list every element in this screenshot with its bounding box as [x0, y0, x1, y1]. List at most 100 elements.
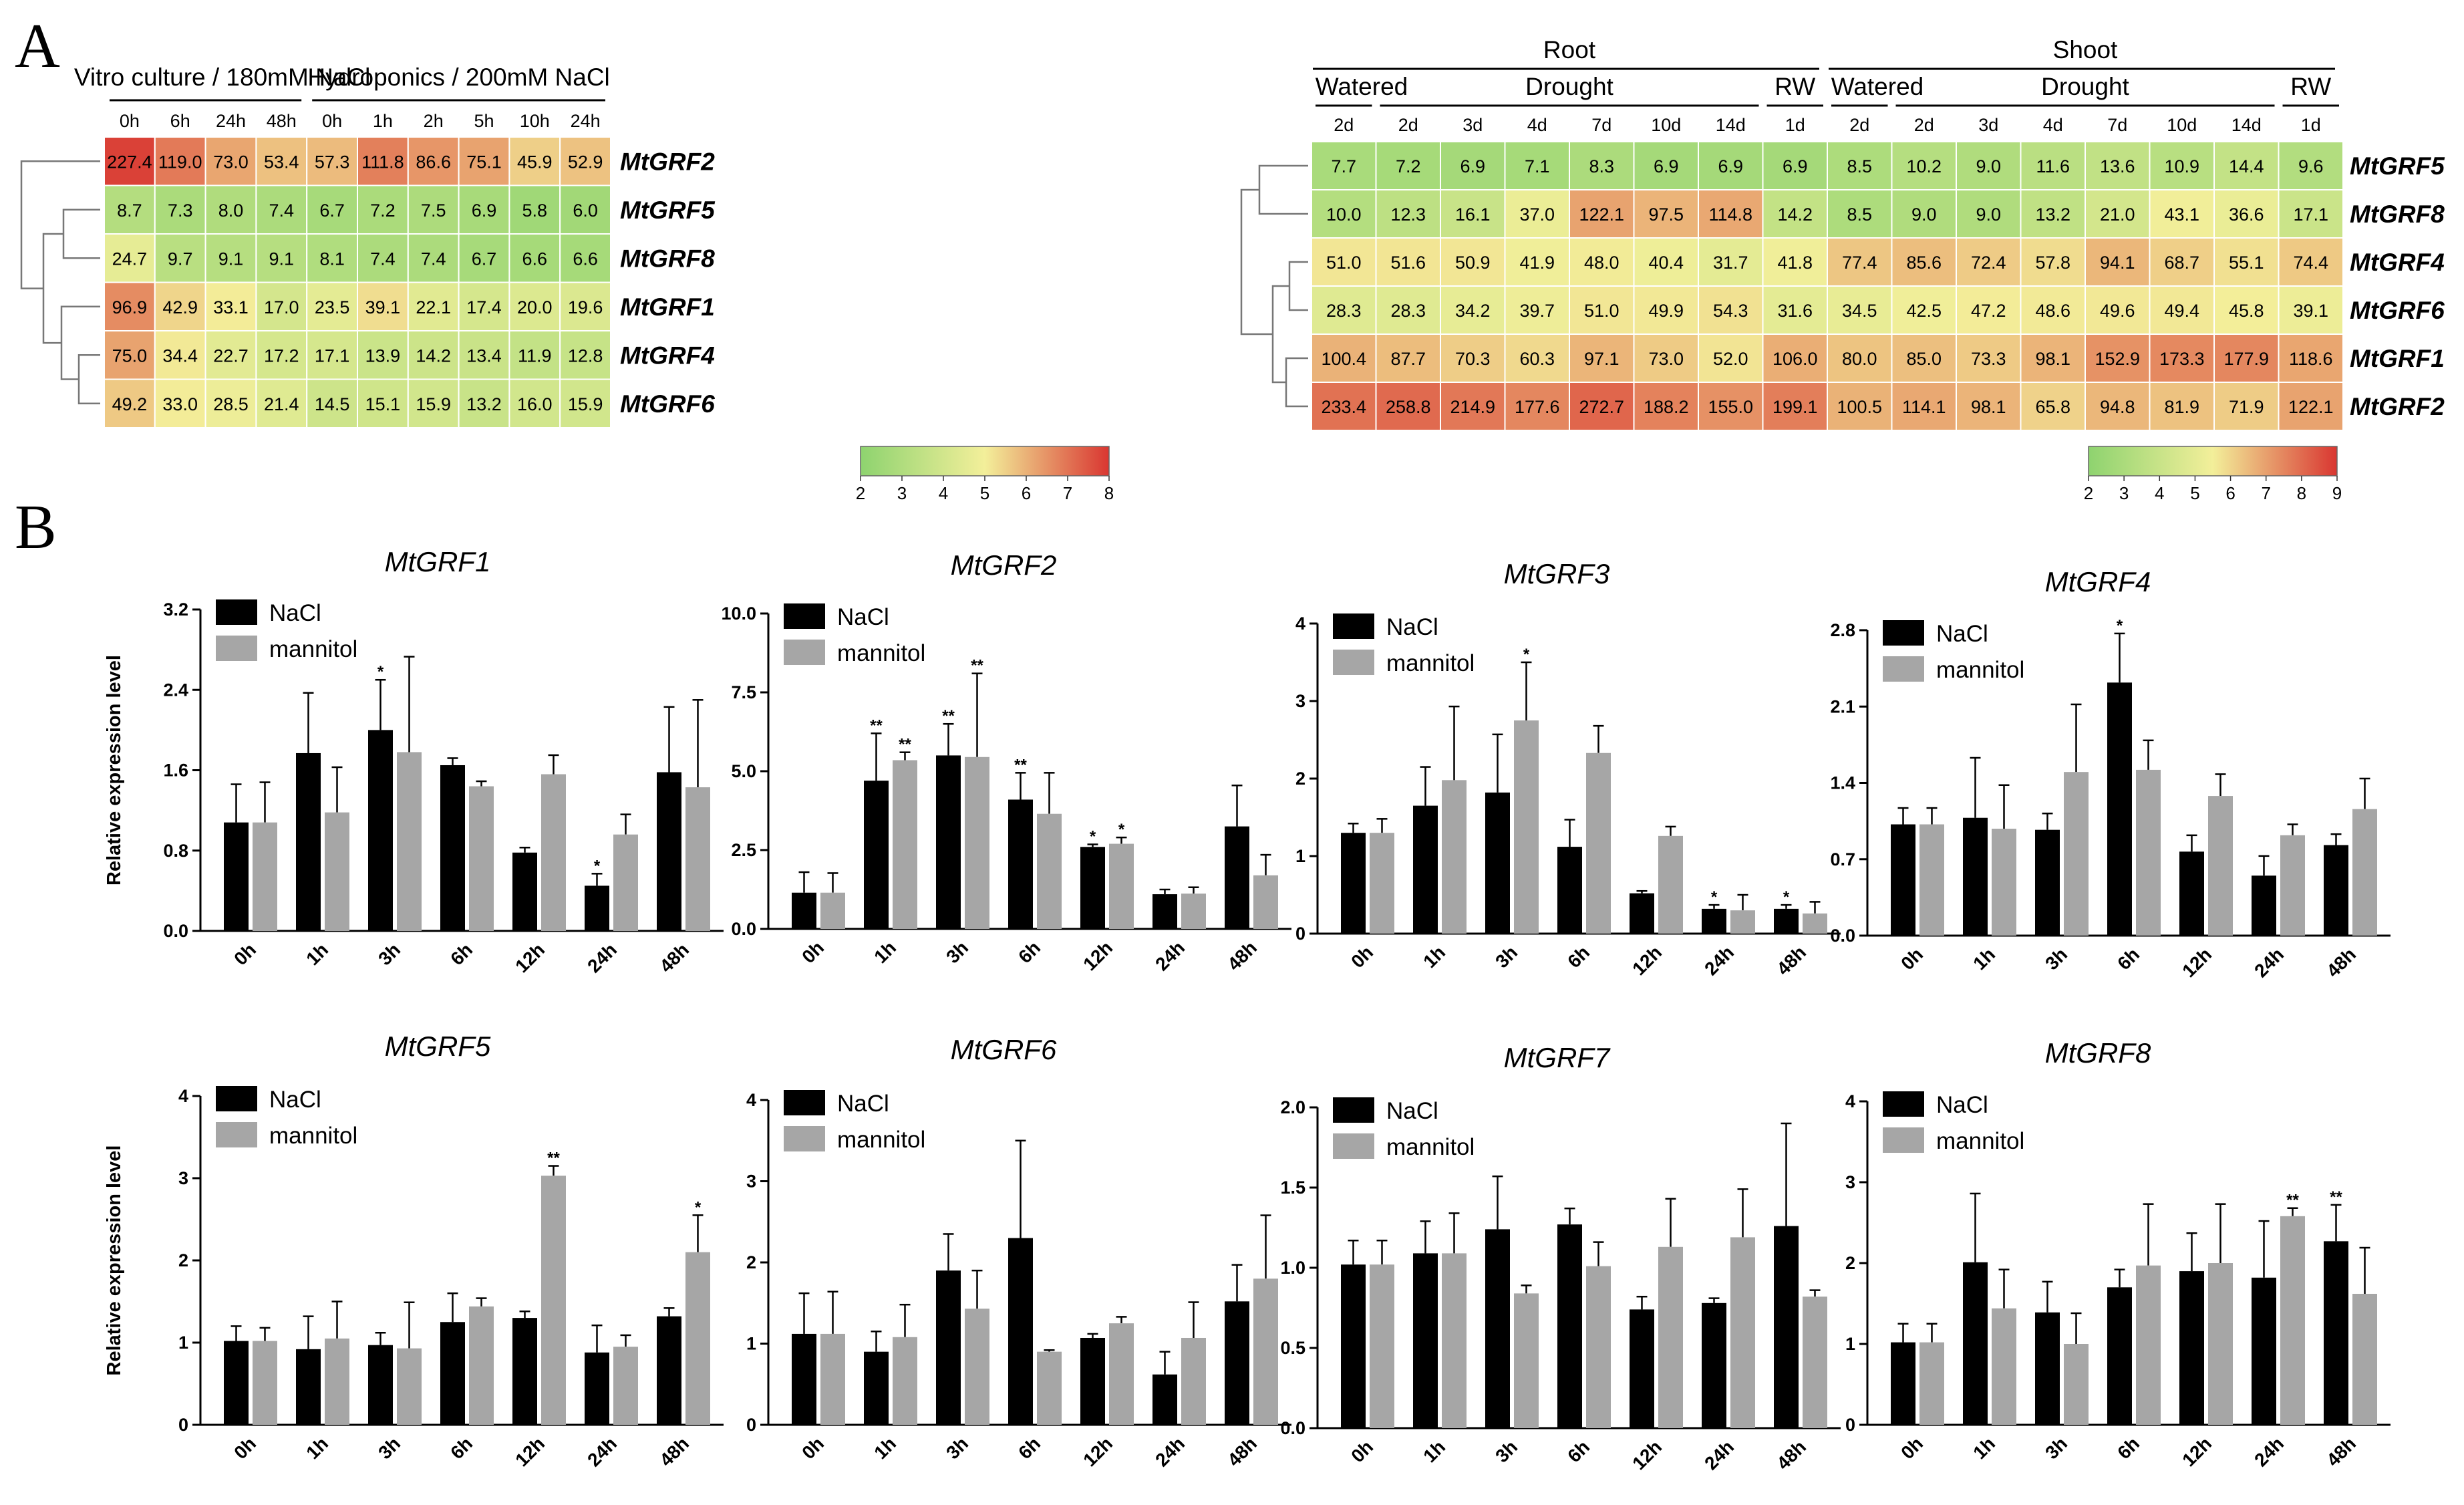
condition-header: Watered	[1831, 73, 1923, 100]
column-label: 3d	[1462, 115, 1483, 135]
heatmap-cell	[1762, 141, 1828, 190]
bar-mannitol	[1037, 813, 1062, 929]
cell-value: 12.3	[1390, 204, 1426, 225]
cell-value: 114.1	[1902, 397, 1946, 417]
legend-label: NaCl	[1386, 614, 1438, 640]
cell-value: 34.2	[1455, 301, 1491, 321]
cell-value: 17.2	[264, 346, 299, 366]
chart-title: MtGRF7	[1504, 1042, 1611, 1073]
heatmap-cell	[508, 184, 561, 235]
cell-value: 122.1	[1579, 204, 1624, 225]
legend-swatch	[216, 1122, 257, 1147]
cell-value: 7.2	[370, 200, 396, 221]
legend-swatch	[784, 1126, 825, 1151]
y-tick-label: 4	[1845, 1091, 1855, 1111]
column-label: 48h	[267, 111, 297, 131]
cell-value: 75.0	[112, 346, 148, 366]
heatmap-cell	[1891, 382, 1957, 431]
bar-mannitol	[1586, 752, 1611, 934]
cell-value: 21.4	[264, 394, 299, 414]
bar-chart-MtGRF8: MtGRF8 0 1 2 3 4 ** ** 0h 1h 3h 6h 12h 24h 48h NaCl mann…	[1845, 1037, 2391, 1470]
heatmap-cell	[1891, 333, 1957, 383]
x-tick-label: 12h	[1628, 1436, 1666, 1474]
y-tick-label: 10.0	[721, 603, 756, 624]
bar-NaCl	[792, 892, 816, 929]
bar-NaCl	[512, 1318, 537, 1425]
cell-value: 12.8	[568, 346, 603, 366]
bar-mannitol	[1730, 1237, 1755, 1428]
heatmap-cell	[1311, 237, 1377, 287]
x-tick-label: 48h	[2322, 1433, 2360, 1470]
heatmap-cell	[2213, 285, 2280, 335]
cell-value: 48.6	[2035, 301, 2070, 321]
bar-NaCl	[2035, 1312, 2060, 1425]
cell-value: 70.3	[1455, 349, 1491, 369]
cell-value: 14.2	[416, 346, 451, 366]
cell-value: 177.6	[1515, 397, 1560, 417]
bar-NaCl	[657, 772, 681, 931]
cell-value: 39.7	[1519, 301, 1555, 321]
colorbar-tick-label: 7	[1063, 483, 1072, 503]
heatmap-cell	[2149, 333, 2215, 383]
heatmap-cell	[1633, 382, 1699, 431]
heatmap-cell	[204, 184, 257, 235]
heatmap-cell	[1698, 382, 1764, 431]
bar-mannitol	[685, 1252, 710, 1425]
column-label: 0h	[322, 111, 342, 131]
heatmap-cell	[2213, 141, 2280, 190]
cell-value: 8.3	[1589, 156, 1614, 176]
colorbar-tick-label: 4	[2155, 483, 2164, 503]
y-tick-label: 3	[1845, 1172, 1855, 1192]
cell-value: 57.3	[315, 152, 350, 172]
heatmap-cell	[1956, 333, 2022, 383]
gene-label: MtGRF2	[2350, 393, 2445, 420]
significance-mark: *	[377, 663, 384, 681]
bar-NaCl	[1080, 847, 1105, 929]
bar-mannitol	[685, 787, 710, 931]
cell-value: 13.2	[2035, 204, 2070, 225]
cell-value: 214.9	[1450, 397, 1495, 417]
y-tick-label: 2.4	[163, 680, 188, 700]
heatmap-cell	[1569, 189, 1635, 239]
cell-value: 55.1	[2229, 253, 2264, 273]
column-label: 24h	[216, 111, 246, 131]
bar-mannitol	[325, 812, 349, 931]
bar-mannitol	[613, 1347, 638, 1425]
cell-value: 233.4	[1321, 397, 1366, 417]
cell-value: 20.0	[517, 297, 553, 317]
y-tick-label: 1.6	[163, 761, 188, 781]
bar-NaCl	[864, 1351, 889, 1425]
colorbar-tick-label: 8	[2297, 483, 2306, 503]
cell-value: 7.4	[421, 249, 446, 269]
y-tick-label: 0.0	[731, 919, 756, 939]
x-tick-label: 48h	[655, 1433, 693, 1470]
bar-NaCl	[1630, 1309, 1654, 1428]
y-tick-label: 1	[178, 1333, 188, 1353]
cell-value: 7.3	[168, 200, 193, 221]
heatmap-cell	[1827, 237, 1893, 287]
heatmap-cell	[458, 184, 510, 235]
legend-swatch	[1883, 1091, 1924, 1117]
cell-value: 15.9	[568, 394, 603, 414]
bar-NaCl	[368, 1345, 393, 1425]
cell-value: 17.4	[466, 297, 502, 317]
x-tick-label: 24h	[1700, 942, 1738, 979]
x-tick-label: 12h	[1079, 937, 1116, 974]
heatmap-cell	[1569, 141, 1635, 190]
heatmap-cell	[1504, 141, 1570, 190]
cell-value: 94.8	[2100, 397, 2135, 417]
colorbar-tick-label: 9	[2332, 483, 2342, 503]
cell-value: 258.8	[1386, 397, 1431, 417]
x-tick-label: 3h	[374, 1433, 404, 1463]
cell-value: 54.3	[1713, 301, 1748, 321]
x-tick-label: 0h	[798, 1433, 828, 1463]
legend-label: mannitol	[269, 636, 357, 662]
heatmap-cell	[1827, 333, 1893, 383]
bar-mannitol	[613, 834, 638, 931]
cell-value: 6.7	[472, 249, 497, 269]
heatmap-cell	[104, 330, 156, 380]
column-label: 10d	[2167, 115, 2197, 135]
chart-title: MtGRF1	[385, 546, 491, 577]
cell-value: 188.2	[1644, 397, 1689, 417]
legend-label: NaCl	[269, 1087, 321, 1113]
